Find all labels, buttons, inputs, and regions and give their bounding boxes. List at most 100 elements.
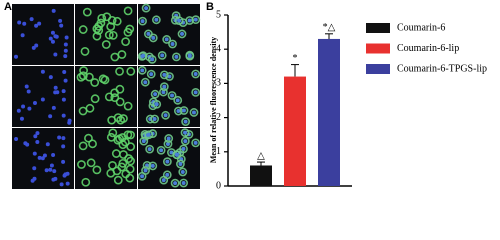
cell [113,175,123,185]
nucleus [183,119,188,124]
nucleus [144,6,149,11]
nucleus [191,110,196,115]
nucleus [154,102,159,107]
cell [98,74,108,84]
nucleus [140,174,145,179]
cell [177,29,187,39]
cell [165,72,174,81]
nucleus [45,142,50,147]
bar [284,76,306,186]
cell [171,52,181,62]
nucleus [177,18,182,23]
nucleus [178,161,183,166]
nucleus [19,116,24,121]
nucleus [58,18,63,23]
cell [78,71,88,81]
cell [150,114,160,124]
nucleus [187,18,192,23]
nucleus [165,142,170,147]
cell [180,128,190,138]
cell [185,16,195,25]
cell [86,158,96,168]
cell [176,159,185,169]
nucleus [176,109,181,114]
cell [148,161,158,171]
legend-swatch [366,64,390,74]
nucleus [54,34,59,39]
cell [126,66,136,76]
legend-label: Coumarin-6 [397,22,445,33]
nucleus [162,72,167,77]
cell [107,115,117,125]
nucleus [37,21,42,26]
nucleus [14,54,19,59]
nucleus [143,80,148,85]
cell [191,138,201,148]
nucleus [32,100,37,105]
cell [108,128,118,138]
cell [191,87,201,97]
legend-label: Coumarin-6-TPGS-lip [397,63,487,74]
cell [164,134,174,143]
nucleus [152,116,157,121]
cell [185,51,195,61]
nucleus [57,135,62,140]
nucleus [59,23,64,28]
nucleus [164,37,169,42]
cell [90,78,100,87]
cell [121,37,131,47]
cell [108,160,117,170]
nucleus [187,54,192,59]
nucleus [140,68,145,73]
cell [159,87,168,97]
y-axis-label: Mean of relative fluorescence density [209,37,218,163]
nucleus [61,97,66,102]
nucleus [59,182,64,187]
cell [112,16,122,26]
cell [104,92,114,102]
cell [104,30,114,40]
nucleus [51,8,56,13]
nucleus [23,141,28,146]
significance-mark: △ [257,150,265,161]
cell [118,158,128,168]
nucleus [193,17,198,22]
nucleus [150,163,155,168]
cell [156,145,166,155]
nucleus [34,43,39,48]
nucleus [181,146,186,151]
cell [77,160,86,169]
nucleus [61,159,66,164]
nucleus [62,173,67,178]
cell [126,142,136,152]
cell [125,24,135,34]
y-tick-label: 4 [216,43,221,54]
nucleus [170,93,175,98]
nucleus [149,72,154,77]
nucleus [193,71,198,76]
cell [79,66,88,75]
nucleus [50,30,55,35]
cell [189,108,199,117]
nucleus [161,178,166,183]
cell [80,47,90,56]
nucleus [180,169,185,174]
microscopy-grid [12,3,201,189]
bar [250,165,272,186]
cell [191,69,201,79]
nucleus [165,159,170,164]
nucleus [140,19,145,24]
chart: 0 1 2 3 4 5 △ Coumarin-6 * Coumarin-6-lip *△ Coumar… [216,9,487,191]
cell [145,144,155,154]
nucleus [160,53,165,58]
nucleus [150,57,155,62]
nucleus [141,53,146,58]
cell [117,50,127,59]
significance-mark: *△ [323,22,336,33]
y-tick-label: 5 [216,9,221,20]
nucleus [165,172,170,177]
cell [92,165,102,175]
cell [106,22,116,31]
cell [168,39,177,49]
nucleus [52,169,57,174]
